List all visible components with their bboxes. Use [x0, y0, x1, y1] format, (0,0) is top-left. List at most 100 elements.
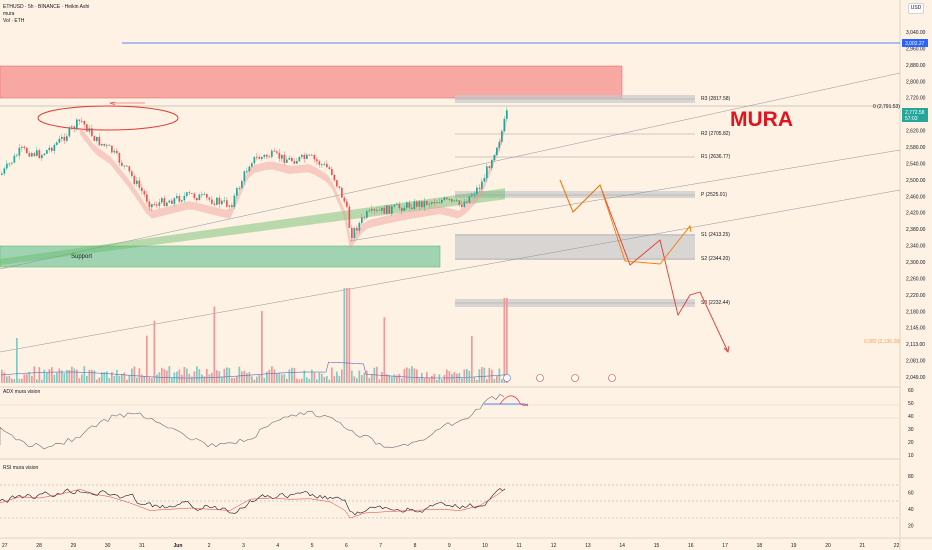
volume-bar — [418, 377, 421, 383]
candle-body — [71, 126, 73, 128]
volume-bar — [121, 373, 123, 383]
candle-body — [138, 180, 141, 188]
symbol-info[interactable]: ETHUSD · 5h · BINANCE · Heikin Ashi — [3, 4, 90, 10]
candle-body — [123, 165, 126, 167]
pivot-lines — [455, 98, 695, 304]
price-axis-label: 2,420.00 — [906, 211, 926, 217]
level-price-tag-text: 3,002.27 — [905, 41, 925, 47]
volume-bar — [206, 368, 208, 383]
candle-body — [223, 200, 226, 202]
candle-body — [423, 201, 426, 208]
volume-bar — [26, 374, 28, 383]
candle-body — [46, 150, 48, 154]
rsi-axis-label: 80 — [908, 474, 914, 480]
candle-body — [433, 202, 436, 204]
adx-axis-label: 20 — [908, 440, 914, 446]
candle-body — [53, 144, 56, 151]
price-axis-label: 2,049.00 — [906, 375, 926, 381]
highlight-ellipse[interactable] — [37, 105, 179, 131]
adx-title[interactable]: ADX mura vision — [3, 389, 41, 395]
volume-bar — [233, 378, 236, 383]
trend-lines[interactable] — [0, 72, 901, 353]
volume-bar — [481, 367, 483, 383]
volume-bar — [381, 371, 383, 383]
price-axis-label: 2,580.00 — [906, 145, 926, 151]
volume-bar — [23, 374, 26, 383]
volume-bar — [338, 376, 341, 383]
adx-grid — [0, 404, 900, 419]
support-zone[interactable] — [0, 245, 441, 268]
projection-arrow-down-icon — [723, 345, 730, 353]
volume-bar — [161, 367, 163, 383]
candle-body — [311, 154, 313, 156]
candle-body — [251, 163, 253, 167]
volume-bar — [93, 370, 96, 383]
candle-body — [496, 147, 498, 156]
candle-body — [56, 142, 58, 145]
candle-body — [81, 120, 83, 122]
candle-body — [211, 199, 213, 204]
volume-bar — [123, 372, 126, 383]
event-flags[interactable] — [503, 374, 616, 382]
volume-bar — [53, 375, 56, 383]
indicator-name[interactable]: mura — [3, 11, 15, 17]
volume-indicator-name[interactable]: Vol · ETH — [3, 18, 25, 24]
volume-bar — [333, 376, 336, 383]
candle-body — [376, 209, 378, 211]
price-axis[interactable]: 3,040.00 2,960.00 2,880.00 2,800.00 2,720.00… — [906, 30, 926, 381]
price-candles[interactable] — [1, 107, 508, 242]
candle-body — [346, 201, 348, 207]
volume-bar — [478, 369, 481, 383]
candle-body — [68, 127, 71, 137]
price-axis-label: 2,260.00 — [906, 276, 926, 282]
volume-bar — [73, 368, 76, 383]
volume-bar — [158, 372, 161, 383]
candle-body — [168, 200, 171, 203]
volume-bar — [178, 369, 181, 383]
candle-body — [446, 197, 448, 200]
volume-bar — [403, 368, 406, 383]
volume-bar — [493, 379, 496, 383]
pivot-r1-label: R1 (2636.77) — [701, 154, 731, 160]
candle-body — [236, 188, 238, 196]
candle-body — [336, 180, 338, 187]
rsi-title[interactable]: RSI mura vision — [3, 465, 39, 471]
candle-body — [76, 119, 78, 129]
candle-body — [208, 197, 211, 200]
time-axis[interactable]: 27 28 29 30 31 Jun 2 3 4 5 6 7 8 9 10 11 12 13 14 15 16 17 18 1… — [2, 543, 900, 549]
volume-bar — [41, 379, 43, 383]
candle-body — [106, 144, 108, 146]
candle-body — [371, 209, 373, 211]
candle-body — [296, 161, 298, 164]
volume-bar — [31, 375, 33, 383]
volume-bar — [506, 298, 508, 383]
candle-body — [463, 201, 466, 208]
volume-bar — [21, 378, 23, 383]
candle-body — [198, 194, 201, 201]
volume-bar — [133, 366, 136, 383]
bullish-projection-path[interactable] — [559, 179, 691, 265]
candle-body — [38, 150, 41, 159]
candle-body — [93, 136, 96, 141]
volume-bar — [241, 371, 243, 383]
candle-body — [128, 166, 131, 172]
candle-body — [146, 194, 148, 202]
candle-body — [183, 195, 186, 201]
rsi-line — [0, 488, 506, 516]
resistance-zone[interactable] — [0, 65, 623, 99]
adx-axis-label: 40 — [908, 414, 914, 420]
volume-bar — [223, 368, 226, 383]
volume-bar — [216, 370, 218, 383]
currency-button[interactable]: USD — [908, 3, 924, 14]
candle-body — [493, 155, 496, 161]
candle-body — [458, 200, 461, 205]
candle-body — [193, 193, 196, 199]
volume-bar — [451, 373, 453, 383]
volume-bar — [71, 366, 73, 383]
volume-bar — [413, 368, 416, 383]
volume-bar — [236, 376, 238, 383]
time-axis-label: 6 — [345, 543, 348, 549]
volume-bar — [408, 368, 411, 383]
candle-body — [58, 138, 61, 143]
